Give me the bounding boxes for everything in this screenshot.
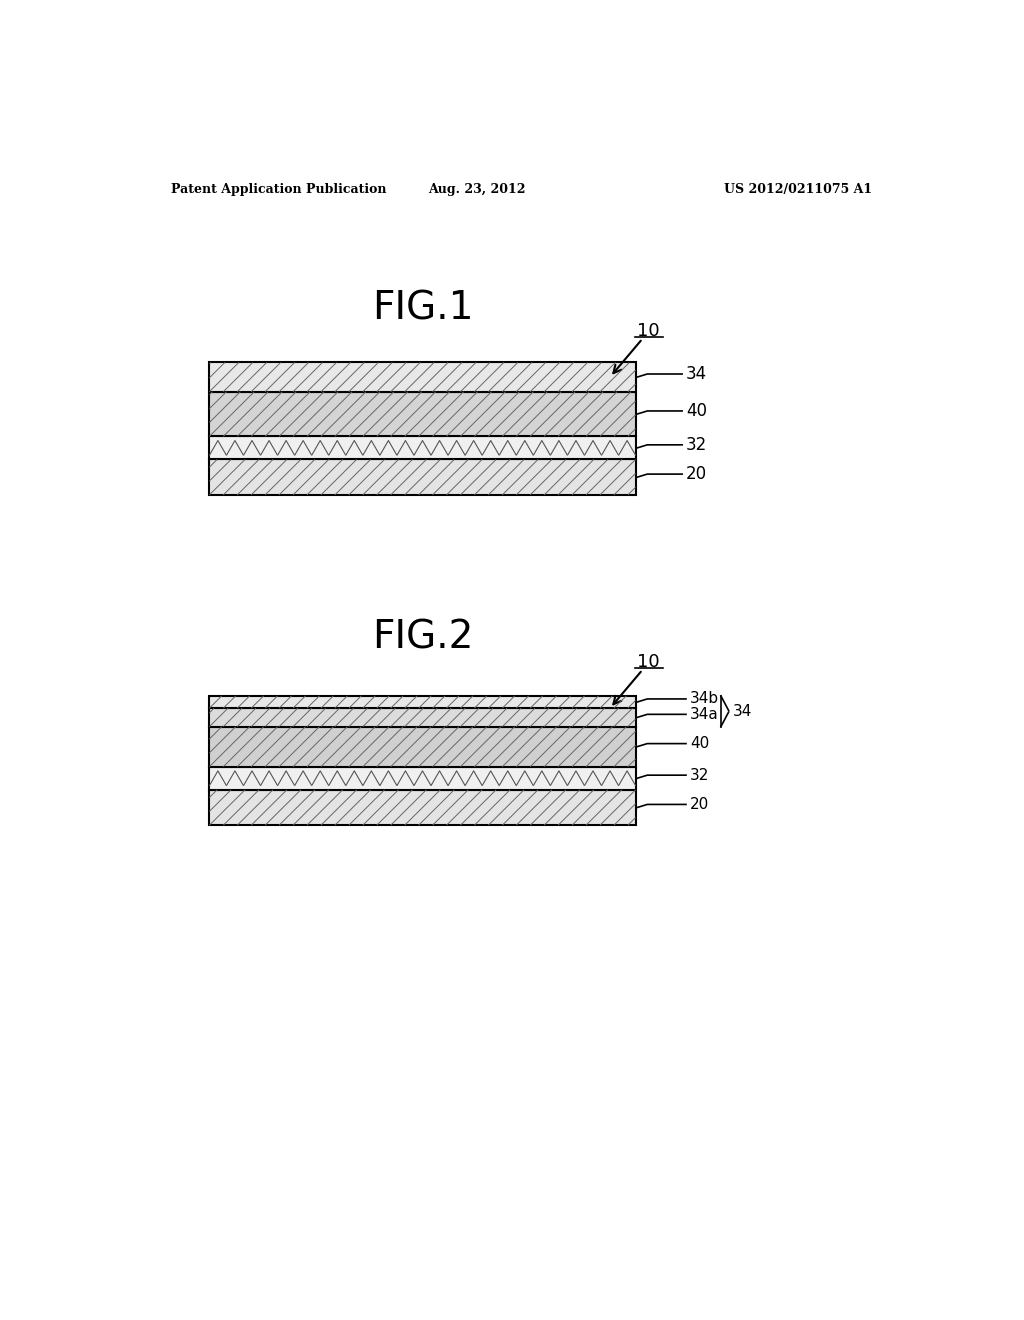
- Polygon shape: [209, 708, 636, 726]
- Polygon shape: [209, 392, 636, 437]
- Text: Aug. 23, 2012: Aug. 23, 2012: [428, 183, 525, 197]
- Polygon shape: [209, 696, 636, 708]
- Text: 10: 10: [638, 322, 660, 339]
- Text: 34: 34: [732, 704, 752, 719]
- Text: 10: 10: [638, 653, 660, 671]
- Text: 40: 40: [690, 737, 710, 751]
- Text: 20: 20: [690, 797, 710, 812]
- Text: 20: 20: [686, 465, 708, 483]
- Polygon shape: [209, 767, 636, 789]
- Text: FIG.1: FIG.1: [372, 289, 473, 327]
- Polygon shape: [209, 789, 636, 825]
- Text: 34: 34: [686, 366, 708, 383]
- Text: Patent Application Publication: Patent Application Publication: [171, 183, 386, 197]
- Text: 34a: 34a: [690, 706, 719, 722]
- Polygon shape: [209, 726, 636, 767]
- Polygon shape: [209, 459, 636, 495]
- Text: US 2012/0211075 A1: US 2012/0211075 A1: [724, 183, 872, 197]
- Text: 34b: 34b: [690, 692, 719, 706]
- Text: FIG.2: FIG.2: [372, 619, 473, 657]
- Text: 32: 32: [690, 768, 710, 783]
- Text: 40: 40: [686, 403, 707, 420]
- Polygon shape: [209, 363, 636, 392]
- Polygon shape: [209, 437, 636, 459]
- Text: 32: 32: [686, 436, 708, 454]
